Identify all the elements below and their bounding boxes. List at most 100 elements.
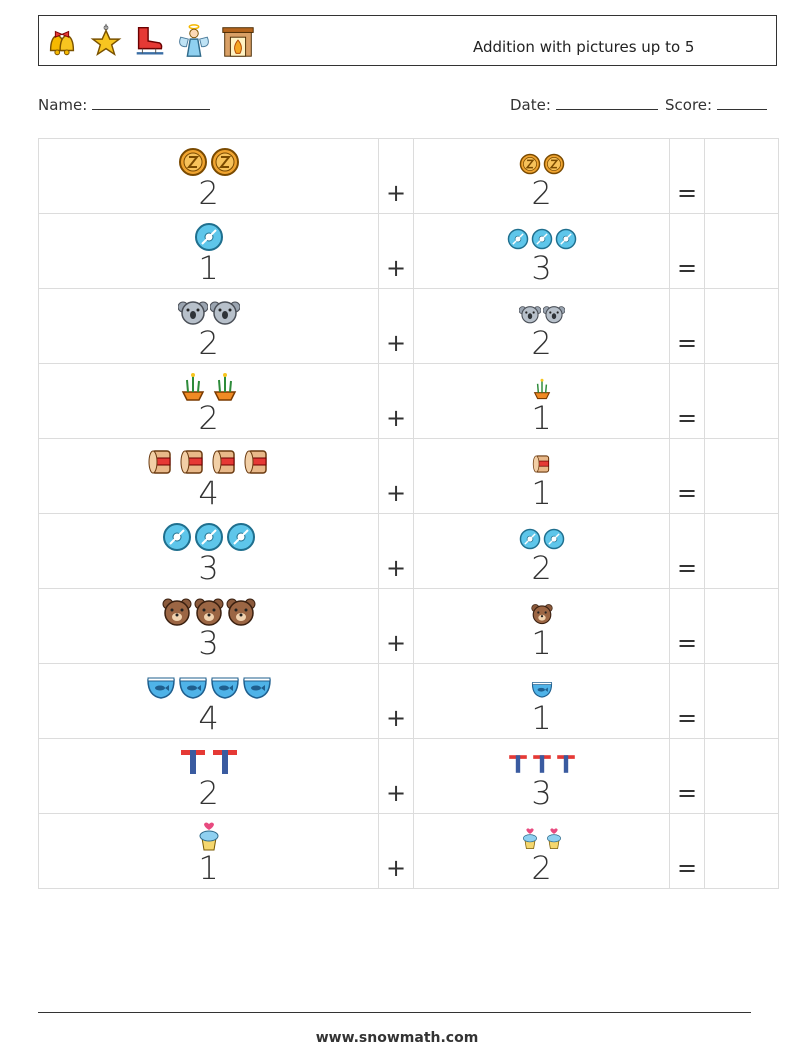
equals-cell: = — [669, 813, 705, 889]
header-icons — [43, 22, 257, 60]
addend-b-pictures — [519, 151, 565, 177]
bowl-icon — [242, 677, 271, 699]
answer-cell[interactable] — [704, 213, 779, 289]
addend-a-pictures — [178, 372, 240, 402]
addend-a-pictures — [162, 597, 256, 627]
coin-icon — [178, 148, 207, 176]
plus-sign: + — [385, 404, 407, 432]
disc-icon — [507, 228, 528, 250]
addend-a-pictures — [177, 297, 240, 327]
plant-icon — [181, 373, 204, 401]
fireplace-icon — [222, 27, 254, 57]
date-blank[interactable] — [555, 95, 658, 110]
score-blank[interactable] — [716, 95, 767, 110]
disc-icon — [194, 523, 223, 551]
plus-sign: + — [385, 329, 407, 357]
addend-a-pictures — [178, 147, 240, 177]
addend-a-number: 2 — [198, 399, 219, 437]
addend-a-cell: 2 — [38, 138, 379, 214]
cupcake-icon — [199, 822, 218, 851]
drum-icon — [532, 455, 549, 473]
footer-url: www.snowmath.com — [315, 1030, 479, 1046]
addend-b-pictures — [507, 751, 577, 777]
addend-b-pictures — [531, 451, 553, 477]
addend-b-pictures — [530, 601, 553, 627]
score-field: Score: — [665, 95, 767, 114]
plus-cell: + — [378, 663, 414, 739]
equals-cell: = — [669, 588, 705, 664]
plus-cell: + — [378, 438, 414, 514]
worksheet-title: Addition with pictures up to 5 — [473, 38, 695, 56]
koala-icon — [518, 306, 541, 324]
addend-b-cell: 1 — [413, 363, 670, 439]
disc-icon — [226, 523, 255, 551]
answer-cell[interactable] — [704, 738, 779, 814]
equals-sign: = — [676, 854, 698, 882]
table-row: 2 +2 = — [38, 288, 779, 364]
drum-icon — [244, 450, 267, 474]
addend-b-number: 1 — [531, 699, 552, 737]
answer-cell[interactable] — [704, 513, 779, 589]
plus-sign: + — [385, 704, 407, 732]
coin-icon — [543, 153, 564, 175]
answer-cell[interactable] — [704, 588, 779, 664]
addend-b-cell: 1 — [413, 438, 670, 514]
name-blank[interactable] — [92, 95, 211, 110]
answer-cell[interactable] — [704, 663, 779, 739]
ice-skate-icon — [136, 26, 164, 55]
name-label: Name: — [38, 96, 88, 114]
addend-a-pictures — [178, 747, 240, 777]
plus-sign: + — [385, 479, 407, 507]
plus-cell: + — [378, 138, 414, 214]
addend-a-cell: 2 — [38, 738, 379, 814]
addend-b-cell: 2 — [413, 513, 670, 589]
addend-a-cell: 4 — [38, 438, 379, 514]
equals-sign: = — [676, 179, 698, 207]
equals-cell: = — [669, 513, 705, 589]
addend-a-number: 3 — [198, 549, 219, 587]
letter-t-icon — [180, 750, 205, 774]
plus-cell: + — [378, 813, 414, 889]
addend-b-number: 2 — [531, 849, 552, 887]
addend-b-number: 3 — [531, 774, 552, 812]
drum-icon — [212, 450, 235, 474]
plus-sign: + — [385, 554, 407, 582]
footer-rule — [38, 1012, 751, 1013]
addend-a-pictures — [194, 822, 224, 852]
addend-a-number: 4 — [198, 699, 219, 737]
coin-icon — [519, 153, 540, 175]
addend-a-number: 2 — [198, 324, 219, 362]
equals-cell: = — [669, 213, 705, 289]
addend-a-number: 4 — [198, 474, 219, 512]
disc-icon — [519, 528, 540, 550]
answer-cell[interactable] — [704, 813, 779, 889]
bear-icon — [194, 598, 223, 626]
plus-sign: + — [385, 629, 407, 657]
plant-icon — [533, 378, 550, 400]
addend-b-cell: 2 — [413, 813, 670, 889]
addend-b-number: 1 — [531, 399, 552, 437]
worksheet-header: Addition with pictures up to 5 — [38, 15, 777, 66]
addend-a-number: 2 — [198, 174, 219, 212]
cupcake-icon — [522, 828, 537, 849]
coin-icon — [210, 148, 239, 176]
disc-icon — [531, 228, 552, 250]
table-row: 2 +3 = — [38, 738, 779, 814]
addend-b-cell: 1 — [413, 663, 670, 739]
equals-sign: = — [676, 329, 698, 357]
plus-cell: + — [378, 513, 414, 589]
answer-cell[interactable] — [704, 363, 779, 439]
answer-cell[interactable] — [704, 438, 779, 514]
answer-cell[interactable] — [704, 288, 779, 364]
letter-t-icon — [532, 755, 551, 773]
addend-a-number: 1 — [198, 249, 219, 287]
disc-icon — [555, 228, 576, 250]
addition-table: 2 +2 = 1 +3 = 2 +2 = 2 +1 = 4 +1 = 3 +2 = 3 +1 = 4 +1 = 2 +3 = 1 +2 = — [38, 138, 779, 889]
equals-sign: = — [676, 479, 698, 507]
disc-icon — [162, 523, 191, 551]
addend-a-cell: 2 — [38, 363, 379, 439]
table-row: 3 +1 = — [38, 588, 779, 664]
addend-a-pictures — [146, 672, 272, 702]
answer-cell[interactable] — [704, 138, 779, 214]
addend-a-cell: 3 — [38, 513, 379, 589]
